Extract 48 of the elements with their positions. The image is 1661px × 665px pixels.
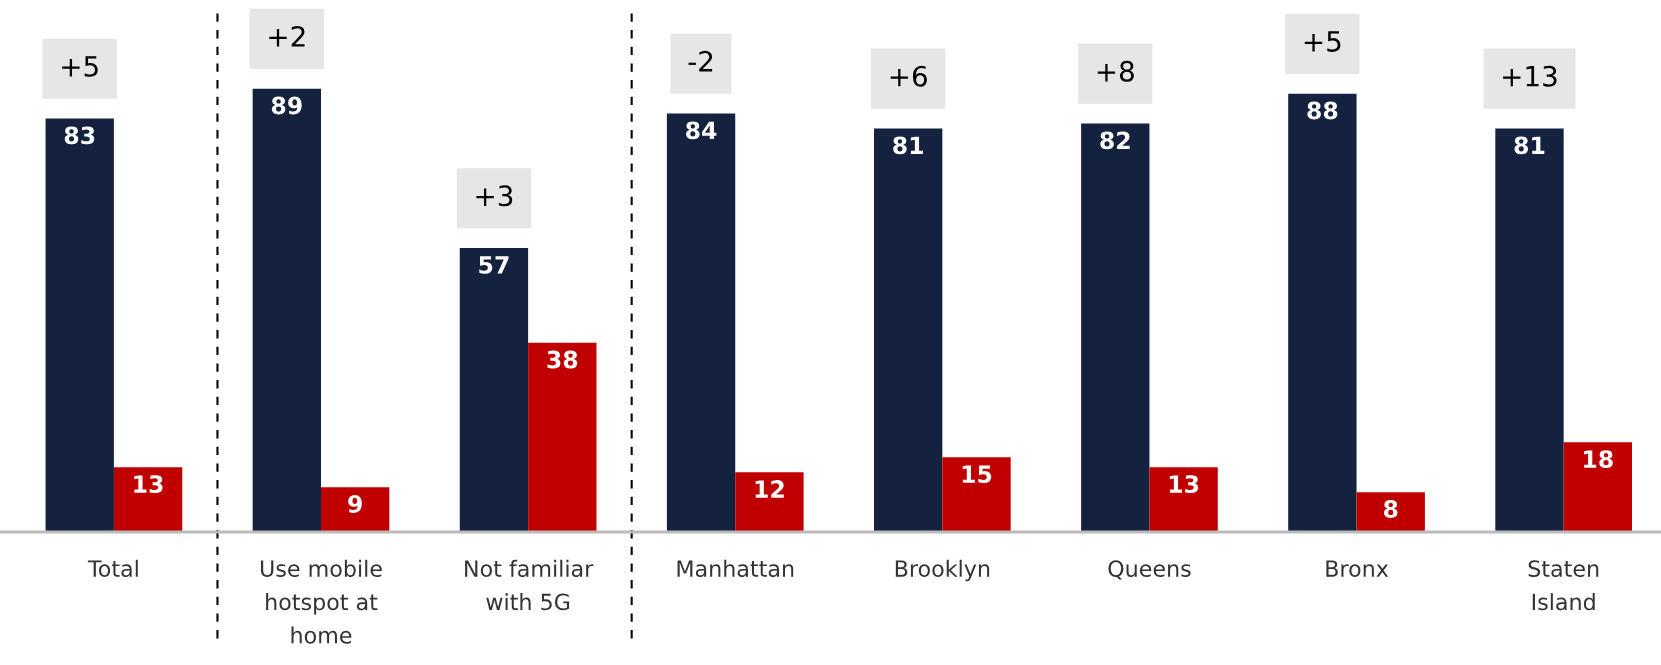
- bar: [1149, 467, 1218, 532]
- bar: [252, 88, 322, 532]
- bar: [1081, 123, 1150, 532]
- data-label: 13: [134, 475, 163, 493]
- data-label: 13: [1169, 475, 1199, 493]
- data-label: 81: [1514, 136, 1545, 155]
- data-label: 82: [1100, 131, 1130, 150]
- text: -2: [688, 50, 713, 72]
- annotation: +3: [476, 185, 513, 207]
- text: +2: [269, 25, 305, 47]
- bar: [666, 113, 736, 532]
- text: +13: [1503, 65, 1557, 87]
- x-tick-label: Bronx: [1326, 560, 1389, 577]
- data-label: 12: [755, 480, 784, 498]
- data-label: 83: [64, 126, 95, 145]
- data-label: 84: [686, 121, 717, 140]
- x-tick-label: Total: [87, 559, 138, 577]
- text: +5: [62, 56, 98, 77]
- data-label: 89: [271, 96, 302, 115]
- data-label: 8: [1383, 500, 1398, 518]
- x-tick-label: Use mobile hotspot at home: [260, 559, 382, 644]
- bar: [1356, 492, 1425, 532]
- bar: [528, 342, 597, 532]
- text: +6: [890, 65, 927, 87]
- data-label: 9: [348, 495, 362, 513]
- data-label: 18: [1584, 450, 1613, 469]
- bar: [1495, 128, 1564, 532]
- data-label: 38: [547, 350, 578, 369]
- bar: [321, 487, 390, 532]
- x-tick-label: Staten Island: [1528, 560, 1599, 611]
- x-tick-label: Brooklyn: [895, 559, 990, 582]
- bar: [45, 118, 114, 532]
- x-tick-label: Queens: [1108, 560, 1191, 580]
- text: +8: [1097, 60, 1134, 82]
- bar: [1563, 442, 1632, 532]
- bar: [1288, 93, 1357, 532]
- data-label: 81: [893, 136, 923, 155]
- bar: [942, 457, 1011, 532]
- x-tick-label: Manhattan: [677, 559, 794, 577]
- x-tick-label: Not familiar with 5G: [465, 559, 594, 611]
- bar: [459, 248, 529, 532]
- bar: [113, 467, 183, 532]
- text: +5: [1304, 31, 1341, 52]
- data-label: 57: [479, 256, 509, 274]
- data-label: 15: [962, 465, 992, 484]
- bar: [735, 472, 804, 532]
- data-label: 88: [1307, 101, 1338, 120]
- bar: [873, 128, 943, 532]
